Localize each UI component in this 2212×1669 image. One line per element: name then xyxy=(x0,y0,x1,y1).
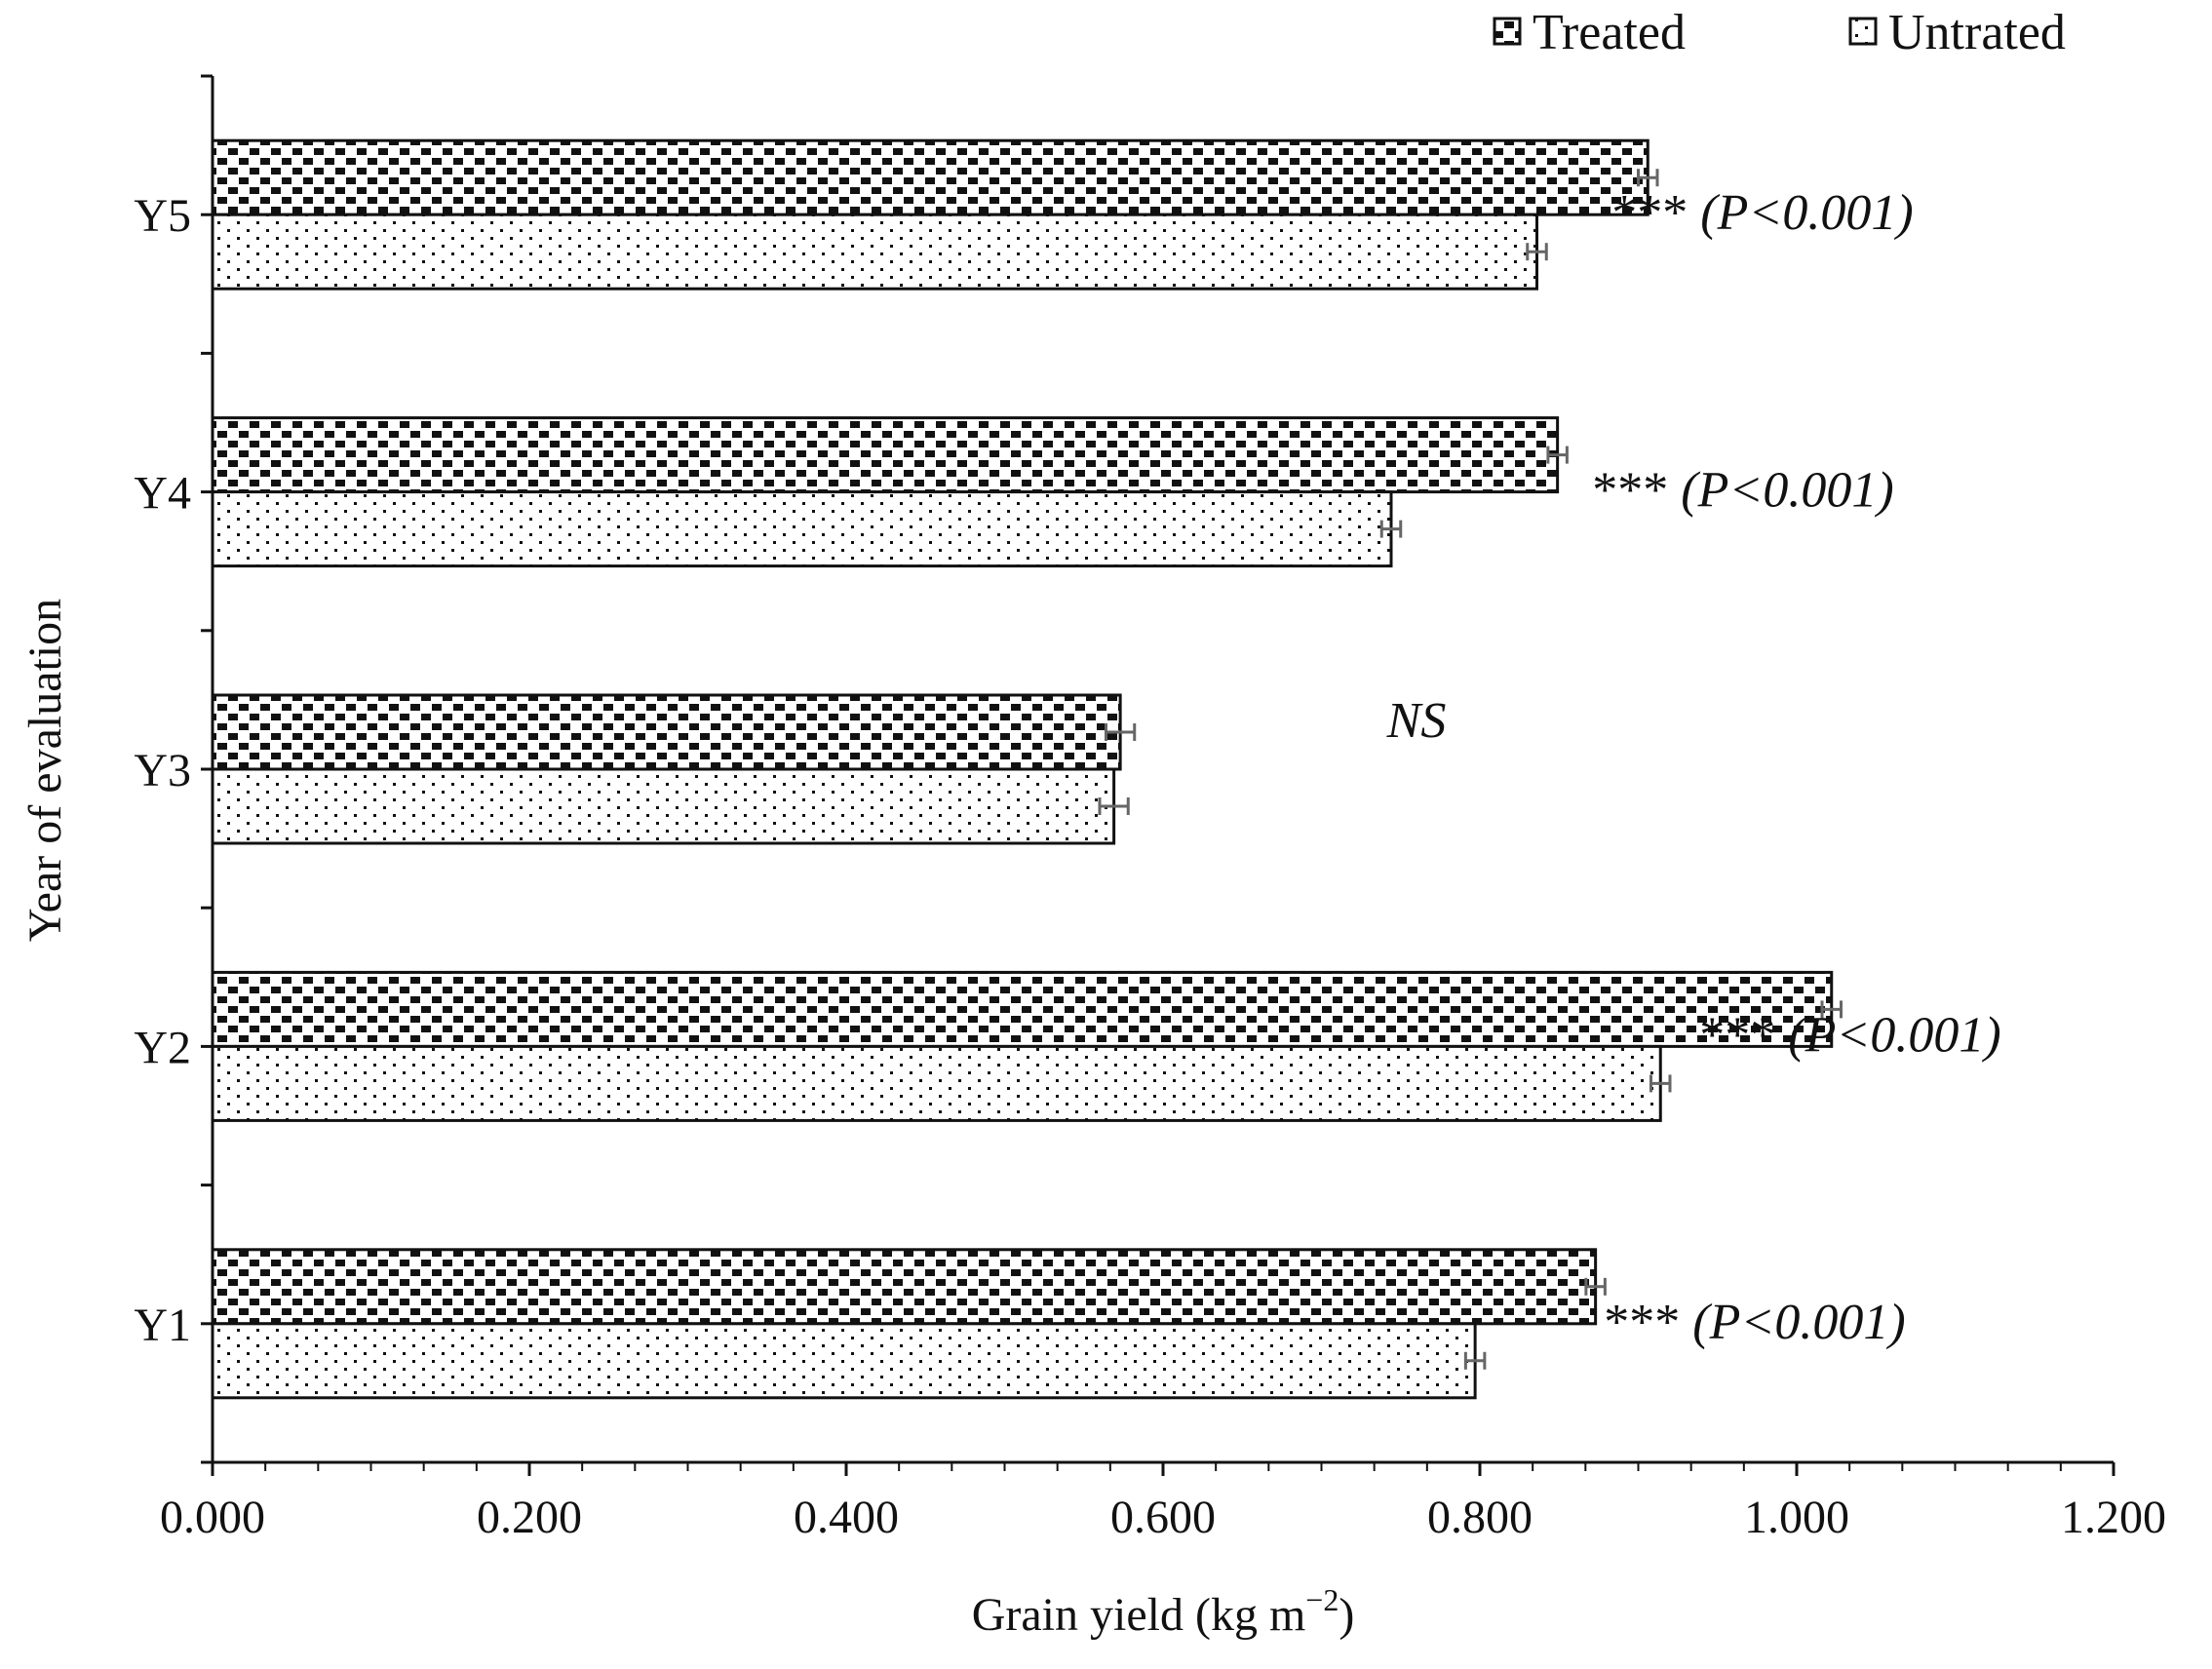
bars-layer xyxy=(211,138,1834,1400)
bar-treated-y5 xyxy=(211,138,1649,216)
legend-swatch-treated xyxy=(1493,17,1522,46)
legend-item-treated: Treated xyxy=(1493,5,1686,60)
bar-untreated-y2 xyxy=(211,1044,1662,1122)
bar-treated-y2 xyxy=(211,970,1834,1048)
y-tick-label-y4: Y4 xyxy=(134,468,191,520)
y-tick-label-y2: Y2 xyxy=(134,1022,191,1073)
x-tick-label: 1.200 xyxy=(2061,1492,2166,1543)
error-bar-untreated-y1 xyxy=(1463,1351,1487,1370)
legend: Treated Untrated xyxy=(1493,5,2066,60)
bar-untreated-y1 xyxy=(211,1322,1477,1400)
error-bar-untreated-y2 xyxy=(1649,1074,1672,1093)
significance-y1: *** (P<0.001) xyxy=(1604,1295,1906,1350)
error-bar-untreated-y5 xyxy=(1526,243,1548,261)
error-bars-layer xyxy=(1098,169,1843,1370)
error-bar-untreated-y3 xyxy=(1098,797,1130,815)
error-bar-treated-y2 xyxy=(1820,1000,1843,1019)
x-ticks: 0.000 0.200 0.400 0.600 0.800 1.000 1.200 xyxy=(160,1462,2166,1543)
y-tick-label-y3: Y3 xyxy=(134,745,191,796)
bar-untreated-y4 xyxy=(211,490,1393,568)
y-tick-label-y5: Y5 xyxy=(134,190,191,242)
error-bar-treated-y3 xyxy=(1105,723,1137,741)
y-ticks: Y1 Y2 Y3 Y4 Y5 xyxy=(134,74,213,1464)
error-bar-treated-y1 xyxy=(1584,1277,1607,1296)
significance-annotations: *** (P<0.001) *** (P<0.001) NS *** (P<0.001… xyxy=(1386,185,2001,1350)
error-bar-treated-y5 xyxy=(1637,169,1659,187)
bar-treated-y4 xyxy=(211,416,1560,494)
x-axis-title: Grain yield (kg m−2) xyxy=(972,1582,1355,1641)
bar-untreated-y3 xyxy=(211,767,1116,845)
x-tick-label: 0.400 xyxy=(794,1492,899,1543)
significance-y3: NS xyxy=(1386,693,1447,749)
legend-label-untreated: Untrated xyxy=(1888,5,2066,60)
bar-treated-y1 xyxy=(211,1248,1598,1326)
bar-treated-y3 xyxy=(211,693,1122,771)
x-tick-label: 0.200 xyxy=(477,1492,582,1543)
legend-item-untreated: Untrated xyxy=(1848,5,2066,60)
legend-label-treated: Treated xyxy=(1533,5,1686,60)
significance-y2: *** (P<0.001) xyxy=(1699,1007,2001,1063)
significance-y4: *** (P<0.001) xyxy=(1592,463,1894,519)
x-tick-label: 0.600 xyxy=(1110,1492,1216,1543)
significance-y5: *** (P<0.001) xyxy=(1611,185,1914,241)
error-bar-untreated-y4 xyxy=(1379,520,1403,538)
x-tick-label: 1.000 xyxy=(1744,1492,1849,1543)
bar-untreated-y5 xyxy=(211,213,1538,291)
error-bar-treated-y4 xyxy=(1546,446,1569,464)
x-tick-label: 0.000 xyxy=(160,1492,265,1543)
y-axis-title: Year of evaluation xyxy=(19,599,71,942)
x-tick-label: 0.800 xyxy=(1427,1492,1533,1543)
y-tick-label-y1: Y1 xyxy=(134,1300,191,1351)
legend-swatch-untreated xyxy=(1848,17,1878,46)
